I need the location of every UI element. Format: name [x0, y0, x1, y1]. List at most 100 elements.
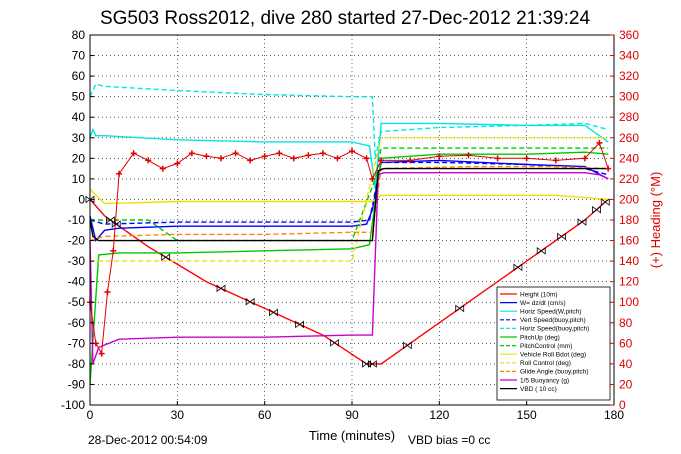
- series-point: [305, 152, 312, 159]
- series-point: [465, 152, 472, 159]
- series-9: [89, 165, 609, 242]
- series-point: [232, 150, 239, 157]
- y-tick-label: -30: [68, 254, 86, 268]
- right-tick-label: 200: [619, 192, 639, 206]
- series-line: [89, 167, 609, 242]
- series-7: [89, 188, 609, 205]
- right-tick-label: 220: [619, 172, 639, 186]
- glider-marker: [577, 218, 587, 226]
- y-tick-label: 40: [72, 110, 86, 124]
- glider-marker: [592, 205, 601, 214]
- legend-item: PitchUp (deg): [500, 334, 560, 341]
- x-tick-label: 150: [517, 408, 537, 422]
- y-tick-label: -100: [61, 398, 85, 412]
- series-line: [89, 188, 609, 205]
- series-2: [89, 122, 609, 190]
- legend-label: PitchUp (deg): [520, 334, 560, 341]
- legend-item: Vehicle Roll Bdot (deg): [500, 352, 586, 359]
- right-tick-label: 20: [619, 377, 633, 391]
- glider-marker: [536, 247, 546, 255]
- series-12: [87, 139, 612, 357]
- series-point: [523, 155, 530, 162]
- series-point: [203, 153, 210, 160]
- y-tick-label: -70: [68, 336, 86, 350]
- legend-label: Height (10m): [520, 291, 558, 298]
- glider-marker: [513, 263, 523, 272]
- legend: Height (10m) W= dz/dt (cm/s) Horiz Speed(W…: [496, 286, 611, 401]
- legend-item: VBD ( 10 cc): [500, 386, 557, 393]
- legend-label: Vert Speed(buoy,pitch): [520, 317, 586, 324]
- glider-marker: [245, 297, 255, 306]
- legend-label: VBD ( 10 cc): [520, 386, 557, 393]
- right-tick-label: 320: [619, 69, 639, 83]
- y-tick-label: 60: [72, 69, 86, 83]
- series-point: [159, 165, 166, 172]
- glider-marker: [295, 320, 304, 329]
- series-3: [89, 161, 609, 225]
- series-line: [89, 159, 609, 243]
- glider-marker: [367, 360, 377, 368]
- right-tick-label: 120: [619, 275, 639, 289]
- glider-marker: [111, 220, 121, 228]
- glider-marker: [216, 284, 226, 293]
- series-point: [130, 150, 137, 157]
- x-tick-label: 30: [171, 408, 185, 422]
- series-point: [110, 247, 117, 254]
- series-point: [145, 157, 152, 164]
- legend-label: Horiz Speed(buoy,pitch): [520, 326, 589, 333]
- series-5: [89, 151, 609, 385]
- y-tick-label: 10: [72, 172, 86, 186]
- right-tick-label: 80: [619, 316, 633, 330]
- series-point: [218, 155, 224, 162]
- series-line: [89, 122, 609, 190]
- glider-marker: [269, 308, 278, 317]
- y-tick-label: -10: [68, 213, 86, 227]
- glider-marker: [455, 304, 465, 313]
- legend-box: [496, 286, 611, 401]
- y-tick-label: 70: [72, 49, 86, 63]
- y-tick-label: 50: [72, 90, 86, 104]
- series-point: [290, 155, 297, 162]
- legend-label: Horiz Speed(W,pitch): [520, 309, 581, 316]
- x-tick-label: 0: [87, 408, 94, 422]
- right-tick-label: 340: [619, 49, 639, 63]
- series-line: [89, 172, 609, 365]
- legend-label: PitchControl (mm): [520, 343, 572, 350]
- right-tick-label: 280: [619, 110, 639, 124]
- legend-label: 1/5 Buoyancy (g): [520, 377, 569, 384]
- series-11: [89, 167, 609, 242]
- legend-item: Roll Control (deg): [500, 360, 571, 367]
- right-tick-label: 240: [619, 151, 639, 165]
- legend-item: Glide Angle (buoy,pitch): [500, 369, 589, 376]
- vbd-bias-note: VBD bias =0 cc: [408, 433, 490, 447]
- series-point: [104, 288, 111, 295]
- y-tick-label: -50: [68, 295, 86, 309]
- series-line: [89, 165, 609, 242]
- y-tick-label: 30: [72, 131, 86, 145]
- series-line: [89, 161, 609, 225]
- glider-marker: [600, 198, 610, 206]
- legend-item: Vert Speed(buoy,pitch): [500, 317, 586, 324]
- series-point: [407, 157, 414, 164]
- legend-item: W= dz/dt (cm/s): [500, 300, 566, 307]
- right-tick-label: 300: [619, 90, 639, 104]
- glider-marker: [402, 341, 412, 350]
- series-point: [188, 150, 195, 157]
- series-line: [89, 141, 609, 356]
- series-10: [89, 172, 609, 365]
- glider-marker: [330, 338, 339, 347]
- series-point: [363, 155, 370, 162]
- glider-marker: [557, 232, 566, 241]
- legend-label: Vehicle Roll Bdot (deg): [520, 352, 586, 359]
- x-tick-label: 60: [258, 408, 272, 422]
- glider-marker: [161, 253, 171, 262]
- series-line: [89, 151, 609, 385]
- x-axis-label: Time (minutes): [309, 428, 395, 443]
- legend-label: Roll Control (deg): [520, 360, 571, 367]
- footer-timestamp: 28-Dec-2012 00:54:09: [88, 433, 208, 447]
- series-point: [319, 150, 326, 157]
- right-tick-label: 260: [619, 131, 639, 145]
- y-tick-label: -60: [68, 316, 86, 330]
- right-tick-label: 140: [619, 254, 639, 268]
- x-tick-label: 90: [345, 408, 359, 422]
